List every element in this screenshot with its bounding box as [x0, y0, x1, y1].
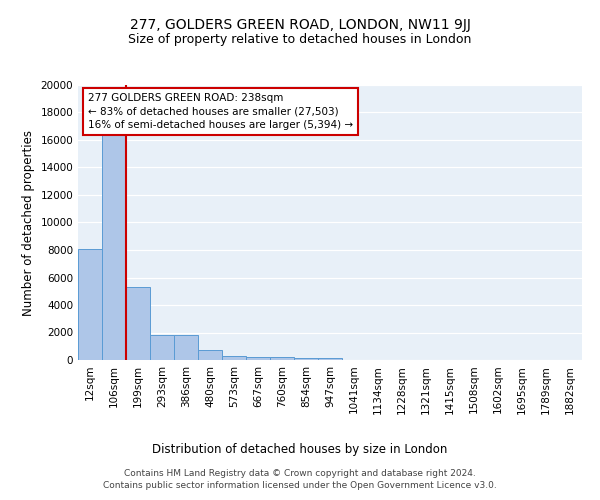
Bar: [318, 358, 342, 360]
Bar: [294, 358, 318, 360]
Text: Contains HM Land Registry data © Crown copyright and database right 2024.
Contai: Contains HM Land Registry data © Crown c…: [103, 468, 497, 490]
Bar: [78, 248, 102, 360]
Text: 277 GOLDERS GREEN ROAD: 238sqm
← 83% of detached houses are smaller (27,503)
16%: 277 GOLDERS GREEN ROAD: 238sqm ← 83% of …: [88, 93, 353, 130]
Bar: [102, 132, 126, 360]
Bar: [126, 287, 150, 360]
Bar: [270, 357, 294, 360]
Text: Distribution of detached houses by size in London: Distribution of detached houses by size …: [152, 442, 448, 456]
Bar: [246, 357, 270, 360]
Text: Size of property relative to detached houses in London: Size of property relative to detached ho…: [128, 32, 472, 46]
Bar: [150, 335, 174, 360]
Bar: [198, 350, 222, 360]
Bar: [222, 356, 246, 360]
Text: 277, GOLDERS GREEN ROAD, LONDON, NW11 9JJ: 277, GOLDERS GREEN ROAD, LONDON, NW11 9J…: [130, 18, 470, 32]
Y-axis label: Number of detached properties: Number of detached properties: [22, 130, 35, 316]
Bar: [174, 335, 198, 360]
